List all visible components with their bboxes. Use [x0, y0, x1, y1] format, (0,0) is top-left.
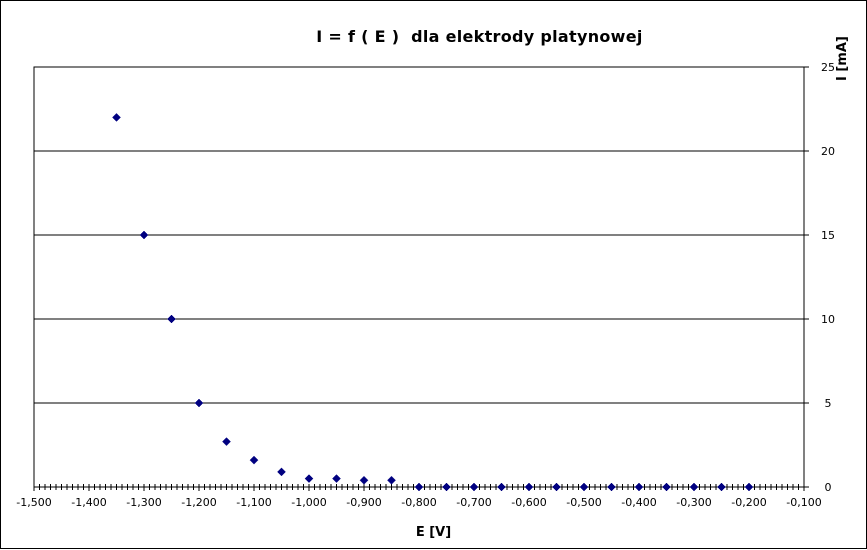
data-point — [662, 482, 671, 492]
x-tick-label: -0,300 — [676, 496, 711, 509]
data-point — [167, 314, 176, 324]
x-tick-label: -1,100 — [236, 496, 271, 509]
data-point — [222, 437, 231, 446]
x-axis-label-wrap: E [V] — [1, 525, 866, 540]
x-tick-label: -1,500 — [16, 496, 51, 509]
data-point — [524, 482, 534, 492]
plot-area — [33, 66, 805, 488]
data-point — [359, 475, 369, 485]
data-point — [552, 482, 561, 492]
x-tick-label: -1,400 — [71, 496, 106, 509]
data-point — [469, 482, 479, 492]
y-tick-label: 15 — [821, 229, 835, 242]
x-tick-label: -0,100 — [786, 496, 821, 509]
y-axis-label: I [mA] — [835, 36, 850, 81]
data-point — [634, 482, 644, 492]
data-point — [744, 482, 754, 492]
y-tick-label: 5 — [825, 397, 832, 410]
data-point — [304, 474, 314, 483]
chart-title: I = f ( E ) dla elektrody platynowej — [1, 27, 866, 46]
x-tick-label: -0,200 — [731, 496, 766, 509]
data-point — [442, 482, 451, 492]
data-point — [277, 467, 286, 477]
data-point — [717, 482, 726, 492]
data-point — [689, 482, 699, 492]
x-tick-label: -0,500 — [566, 496, 601, 509]
x-tick-label: -1,200 — [181, 496, 216, 509]
x-tick-label: -0,800 — [401, 496, 436, 509]
x-tick-label: -1,300 — [126, 496, 161, 509]
chart-title-text: I = f ( E ) dla elektrody platynowej — [316, 27, 643, 46]
x-tick-label: -0,600 — [511, 496, 546, 509]
x-tick-label: -1,000 — [291, 496, 326, 509]
data-point — [139, 230, 149, 240]
data-point — [194, 398, 204, 408]
x-tick-label: -0,900 — [346, 496, 381, 509]
data-point — [414, 482, 424, 492]
data-point — [387, 475, 396, 485]
data-point — [332, 474, 341, 483]
y-tick-label: 20 — [821, 145, 835, 158]
x-axis-label: E [V] — [415, 525, 452, 540]
x-tick-label: -0,400 — [621, 496, 656, 509]
x-tick-label: -0,700 — [456, 496, 491, 509]
data-point — [607, 482, 616, 492]
data-point — [112, 113, 121, 122]
y-tick-label: 0 — [825, 481, 832, 494]
y-tick-label: 25 — [821, 61, 835, 74]
data-point — [249, 455, 259, 465]
data-point — [497, 482, 506, 492]
data-point — [579, 482, 589, 492]
y-tick-label: 10 — [821, 313, 835, 326]
